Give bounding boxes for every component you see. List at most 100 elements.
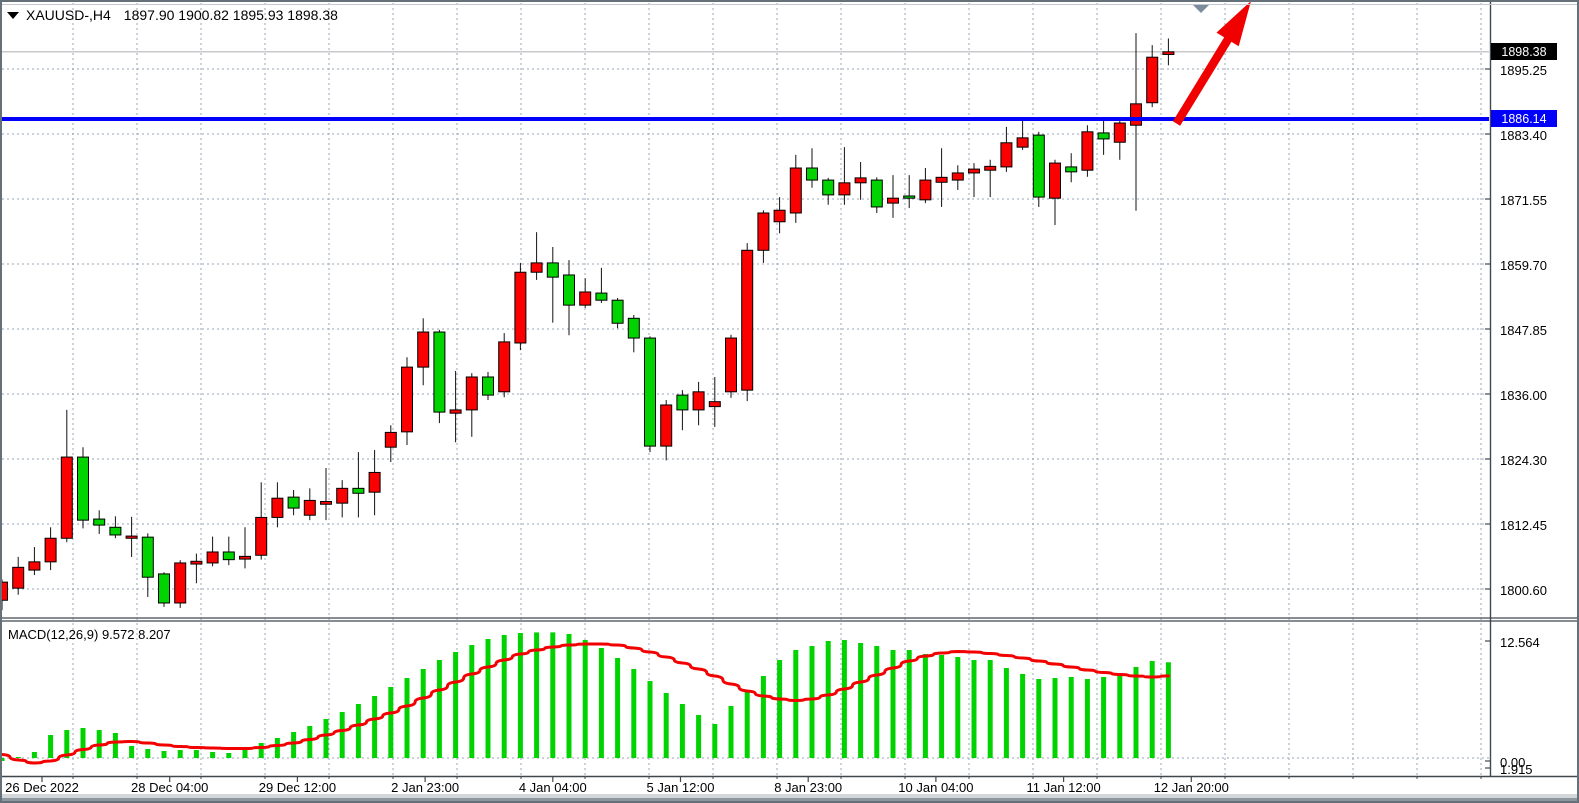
macd-histogram-bar — [15, 757, 21, 758]
macd-histogram-bar — [890, 650, 896, 758]
macd-histogram-bar — [64, 730, 70, 758]
macd-histogram-bar — [1068, 677, 1074, 758]
macd-histogram-bar — [404, 678, 410, 758]
chart-symbol-period: XAUUSD-,H4 — [26, 7, 111, 23]
macd-histogram-bar — [1149, 661, 1155, 758]
candle-body-up — [579, 291, 592, 306]
candle-body-up — [1081, 131, 1094, 171]
window-bottom-strip — [0, 794, 1579, 798]
time-axis-label: 28 Dec 04:00 — [131, 780, 209, 795]
candle-body-up — [190, 560, 203, 565]
time-axis-label: 8 Jan 23:00 — [774, 780, 843, 795]
candle-body-down — [433, 331, 446, 413]
macd-histogram-bar — [31, 752, 37, 758]
price-axis-label: 1812.45 — [1500, 517, 1547, 533]
price-axis-label: 1859.70 — [1500, 257, 1547, 273]
candle-body-down — [1032, 134, 1045, 198]
hline-price-badge: 1886.14 — [1491, 110, 1557, 128]
candle-body-up — [514, 271, 527, 344]
candle-body-down — [352, 487, 365, 494]
macd-axis-label: 12.564 — [1500, 635, 1540, 650]
candle-body-up — [1146, 56, 1159, 104]
candle-body-down — [158, 573, 170, 604]
macd-histogram-bar — [874, 646, 880, 758]
macd-main-value: 9.572 — [101, 627, 135, 642]
time-axis-label: 12 Jan 20:00 — [1153, 780, 1229, 795]
macd-histogram-bar — [420, 669, 426, 758]
chart-title-bar: XAUUSD-,H4 1897.90 1900.82 1895.93 1898.… — [7, 7, 338, 23]
candle-body-down — [482, 376, 494, 396]
candle-body-up — [1162, 51, 1175, 55]
candle-body-down — [1065, 166, 1078, 173]
macd-histogram-bar — [760, 676, 766, 758]
candle-body-down — [611, 299, 624, 324]
macd-histogram-bar — [161, 751, 167, 758]
macd-histogram-bar — [922, 654, 928, 758]
price-axis-label: 1824.30 — [1500, 452, 1547, 468]
candle-body-down — [287, 496, 300, 509]
macd-histogram-bar — [906, 650, 912, 758]
macd-histogram-bar — [987, 660, 993, 758]
candle-body-down — [563, 274, 575, 306]
candle-body-up — [239, 555, 251, 560]
candle-body-up — [206, 551, 219, 564]
macd-histogram-bar — [777, 660, 783, 758]
macd-histogram-bar — [517, 633, 523, 758]
macd-histogram-bar — [647, 681, 653, 758]
candle-body-up — [1000, 142, 1013, 168]
macd-histogram-bar — [696, 715, 702, 758]
macd-histogram-bar — [631, 669, 637, 758]
candle-body-down — [141, 536, 154, 578]
current-price-badge: 1898.38 — [1491, 43, 1557, 61]
candle-body-down — [903, 195, 916, 199]
symbol-dropdown-icon[interactable] — [7, 11, 19, 19]
macd-histogram-bar — [712, 724, 718, 758]
candle-body-down — [595, 292, 608, 301]
macd-histogram-bar — [1036, 679, 1042, 758]
macd-histogram-bar — [728, 706, 734, 758]
macd-histogram-bar — [1133, 667, 1139, 758]
macd-histogram-bar — [388, 687, 394, 758]
macd-histogram-bar — [323, 719, 329, 758]
macd-histogram-bar — [534, 632, 540, 758]
candle-body-up — [368, 471, 381, 493]
candle-body-down — [627, 317, 640, 339]
macd-histogram-bar — [1165, 662, 1171, 758]
macd-histogram-bar — [258, 743, 264, 758]
macd-axis-label: 0.00 — [1500, 755, 1526, 770]
candle-body-up — [1016, 137, 1029, 148]
macd-histogram-bar — [226, 753, 232, 758]
macd-histogram-bar — [679, 704, 685, 758]
candle-body-up — [708, 401, 721, 408]
candle-body-down — [93, 518, 106, 526]
macd-histogram-bar — [615, 658, 621, 758]
candle-body-down — [870, 179, 883, 208]
macd-histogram-bar — [242, 748, 248, 758]
candle-body-up — [725, 337, 737, 393]
candle-body-down — [546, 262, 559, 278]
macd-histogram-bar — [663, 693, 669, 758]
macd-indicator-label: MACD(12,26,9) 9.572 8.207 — [8, 627, 171, 642]
candle-body-up — [271, 497, 284, 518]
candle-body-up — [887, 197, 899, 204]
macd-histogram-bar — [112, 733, 118, 758]
chart-shift-marker-icon[interactable] — [1192, 4, 1210, 13]
macd-histogram-bar — [598, 648, 604, 758]
candle-body-up — [968, 168, 980, 174]
time-axis-label: 11 Jan 12:00 — [1026, 780, 1101, 795]
time-axis-label: 26 Dec 2022 — [5, 780, 79, 795]
trend-arrow-head[interactable] — [1216, 1, 1252, 47]
macd-histogram-bar — [485, 639, 491, 758]
price-axis-label: 1836.00 — [1500, 387, 1547, 403]
candle-body-up — [935, 176, 948, 183]
candle-body-up — [773, 209, 786, 223]
candle-body-up — [498, 341, 511, 393]
candle-body-up — [125, 535, 138, 539]
macd-histogram-bar — [145, 749, 151, 758]
candle-body-up — [854, 177, 867, 184]
macd-histogram-bar — [48, 735, 54, 758]
trend-arrow-shaft[interactable] — [1172, 33, 1234, 126]
